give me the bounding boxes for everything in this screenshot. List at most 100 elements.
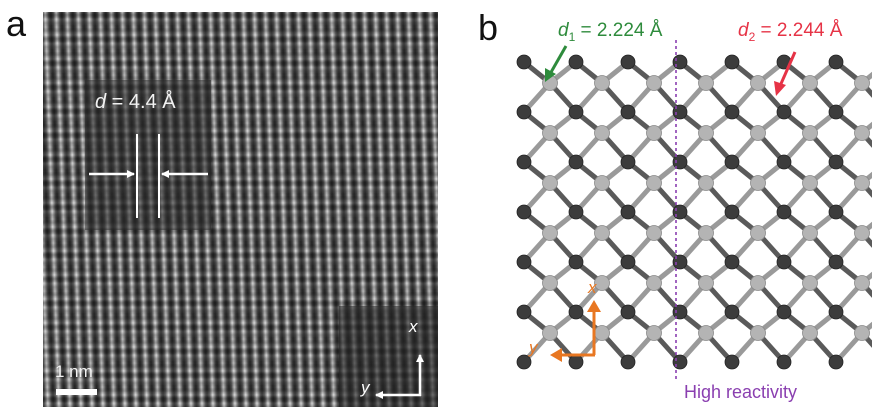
light-atom bbox=[698, 275, 714, 291]
dark-atom bbox=[776, 204, 792, 220]
dark-atom bbox=[724, 154, 740, 170]
dark-atom bbox=[672, 54, 688, 70]
dark-atom bbox=[724, 104, 740, 120]
dark-atom bbox=[828, 304, 844, 320]
y-axis-label: y bbox=[361, 378, 370, 397]
light-atom bbox=[594, 175, 610, 191]
light-atom bbox=[594, 325, 610, 341]
light-atom bbox=[854, 275, 870, 291]
light-atom bbox=[854, 325, 870, 341]
scale-bar-label: 1 nm bbox=[55, 362, 93, 381]
dark-atom bbox=[828, 54, 844, 70]
dark-atom bbox=[776, 304, 792, 320]
dark-atom bbox=[828, 104, 844, 120]
light-atom bbox=[802, 225, 818, 241]
light-atom bbox=[698, 125, 714, 141]
light-atom bbox=[542, 175, 558, 191]
dark-atom bbox=[672, 354, 688, 370]
dark-atom bbox=[568, 354, 584, 370]
dark-atom bbox=[672, 254, 688, 270]
d2-symbol: d bbox=[738, 20, 749, 41]
d2-arrow-shaft bbox=[778, 51, 797, 87]
dark-atom bbox=[620, 204, 636, 220]
dark-atom bbox=[724, 54, 740, 70]
dark-atom bbox=[724, 254, 740, 270]
light-atom bbox=[646, 225, 662, 241]
light-atom bbox=[750, 225, 766, 241]
light-atom bbox=[646, 125, 662, 141]
panel-b-label: b bbox=[478, 7, 499, 48]
dark-atom bbox=[672, 204, 688, 220]
light-atom bbox=[854, 75, 870, 91]
atomic-lattice bbox=[516, 40, 872, 380]
high-reactivity-label: High reactivity bbox=[684, 382, 798, 402]
lattice-y-axis-label: y bbox=[529, 338, 538, 357]
light-atom bbox=[750, 75, 766, 91]
dark-atom bbox=[516, 154, 532, 170]
light-atom bbox=[854, 125, 870, 141]
light-atom bbox=[698, 325, 714, 341]
dark-atom bbox=[828, 254, 844, 270]
d2-arrow-icon bbox=[774, 81, 786, 96]
dark-atom bbox=[516, 254, 532, 270]
dark-atom bbox=[776, 254, 792, 270]
light-atom bbox=[646, 75, 662, 91]
spacing-label: d = 4.4 Å bbox=[95, 91, 176, 114]
lattice-x-axis-label: x bbox=[588, 278, 597, 297]
spacing-equals: = bbox=[106, 91, 129, 113]
stem-image: d = 4.4 Å x y 1 nm bbox=[43, 12, 438, 407]
dark-atom bbox=[724, 204, 740, 220]
orange-y-arrow-icon bbox=[550, 348, 562, 362]
dark-atom bbox=[620, 304, 636, 320]
light-atom bbox=[802, 125, 818, 141]
light-atom bbox=[802, 275, 818, 291]
dark-atom bbox=[568, 304, 584, 320]
light-atom bbox=[750, 325, 766, 341]
panel-a-label: a bbox=[6, 3, 27, 44]
d1-arrow-icon bbox=[545, 68, 556, 82]
light-atom bbox=[542, 225, 558, 241]
dark-atom bbox=[828, 154, 844, 170]
dark-atom bbox=[620, 54, 636, 70]
d1-arrow-shaft bbox=[548, 45, 568, 75]
d1-label: d1 = 2.224 Å bbox=[558, 20, 662, 44]
light-atom bbox=[802, 325, 818, 341]
light-atom bbox=[594, 275, 610, 291]
dark-atom bbox=[620, 154, 636, 170]
light-atom bbox=[802, 75, 818, 91]
d1-subscript: 1 bbox=[568, 29, 576, 44]
dark-atom bbox=[516, 304, 532, 320]
dark-atom bbox=[516, 204, 532, 220]
dark-atom bbox=[776, 154, 792, 170]
light-atom bbox=[698, 175, 714, 191]
spacing-marker bbox=[89, 134, 424, 399]
light-atom bbox=[750, 125, 766, 141]
light-atom bbox=[594, 225, 610, 241]
dark-atom bbox=[724, 304, 740, 320]
dark-atom bbox=[776, 104, 792, 120]
dark-atom bbox=[620, 354, 636, 370]
dark-atom bbox=[568, 254, 584, 270]
light-atom bbox=[646, 325, 662, 341]
dark-atom bbox=[672, 104, 688, 120]
scale-bar bbox=[56, 389, 97, 395]
d1-value: = 2.224 Å bbox=[575, 20, 663, 41]
light-atom bbox=[698, 225, 714, 241]
dark-atom bbox=[724, 354, 740, 370]
d2-label: d2 = 2.244 Å bbox=[738, 20, 842, 44]
light-atom bbox=[802, 175, 818, 191]
light-atom bbox=[542, 125, 558, 141]
x-axis-label: x bbox=[409, 317, 418, 336]
d2-subscript: 2 bbox=[748, 29, 756, 44]
orange-x-arrow-icon bbox=[587, 300, 601, 312]
light-atom bbox=[854, 225, 870, 241]
spacing-symbol: d bbox=[95, 91, 107, 113]
light-atom bbox=[646, 275, 662, 291]
light-atom bbox=[854, 175, 870, 191]
spacing-inset-box bbox=[85, 80, 211, 230]
dark-atom bbox=[516, 354, 532, 370]
light-atom bbox=[750, 275, 766, 291]
dark-atom bbox=[620, 254, 636, 270]
light-atom bbox=[594, 75, 610, 91]
dark-atom bbox=[776, 354, 792, 370]
